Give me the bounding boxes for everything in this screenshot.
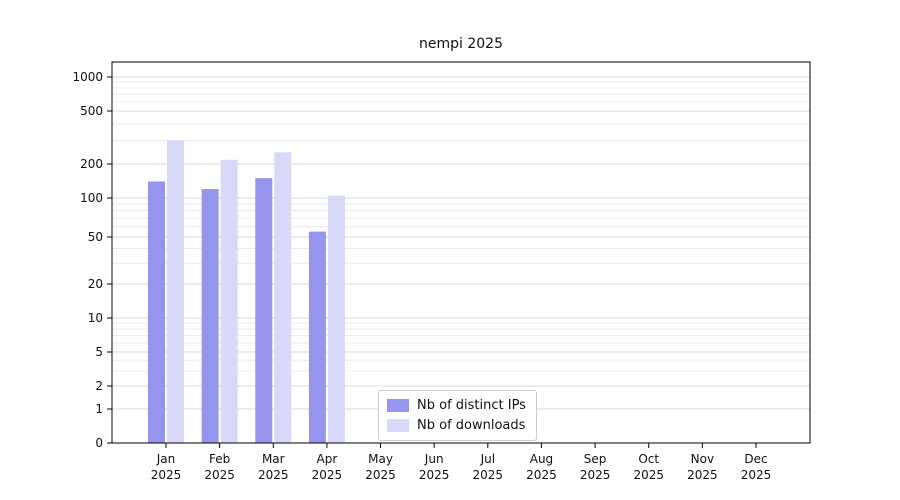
- bars: [148, 140, 345, 444]
- bar-jan-distinct-ips: [148, 181, 165, 443]
- y-tick-label: 1: [95, 402, 103, 416]
- bar-apr-distinct-ips: [308, 231, 326, 443]
- bar-apr-downloads: [327, 195, 345, 443]
- y-tick-label: 5: [95, 345, 103, 359]
- legend: Nb of distinct IPs Nb of downloads: [378, 390, 537, 441]
- x-tick-label-apr: Apr 2025: [312, 452, 343, 482]
- bar-jan-downloads: [167, 140, 184, 443]
- y-tick-label: 10: [88, 311, 103, 325]
- bar-mar-distinct-ips: [255, 178, 273, 444]
- legend-item-downloads: Nb of downloads: [387, 418, 526, 433]
- x-tick-label-feb: Feb 2025: [204, 452, 235, 482]
- y-tick-label: 50: [88, 230, 103, 244]
- x-tick-label-oct: Oct 2025: [633, 452, 664, 482]
- y-tick-label: 20: [88, 277, 103, 291]
- x-tick-label-may: May 2025: [365, 452, 396, 482]
- legend-label-downloads: Nb of downloads: [417, 418, 526, 433]
- bar-feb-downloads: [220, 159, 238, 443]
- y-tick-label: 200: [80, 157, 103, 171]
- x-tick-label-aug: Aug 2025: [526, 452, 557, 482]
- y-tick-label: 0: [95, 436, 103, 450]
- y-tick-label: 2: [95, 379, 103, 393]
- legend-swatch-distinct-ips: [387, 399, 409, 412]
- bar-mar-downloads: [274, 152, 292, 443]
- y-tick-label: 1000: [72, 70, 103, 84]
- x-tick-label-jun: Jun 2025: [419, 452, 450, 482]
- x-axis-ticks: Jan 2025 Feb 2025 Mar 2025 Apr 2025 May 2025 Jun 20…: [151, 443, 772, 482]
- x-tick-label-dec: Dec 2025: [741, 452, 772, 482]
- x-tick-label-sep: Sep 2025: [580, 452, 611, 482]
- x-tick-label-nov: Nov 2025: [687, 452, 718, 482]
- y-axis-ticks: 0 1 2 5 10 20 50 100 200 500 1000: [72, 70, 112, 450]
- bar-feb-distinct-ips: [201, 189, 219, 443]
- x-tick-label-jul: Jul 2025: [473, 452, 504, 482]
- chart-title: nempi 2025: [419, 36, 503, 52]
- legend-swatch-downloads: [387, 419, 409, 432]
- legend-item-distinct-ips: Nb of distinct IPs: [387, 398, 526, 413]
- axes-frame: [111, 61, 811, 444]
- legend-label-distinct-ips: Nb of distinct IPs: [417, 398, 526, 413]
- y-tick-label: 500: [80, 104, 103, 118]
- x-tick-label-jan: Jan 2025: [151, 452, 182, 482]
- x-tick-label-mar: Mar 2025: [258, 452, 289, 482]
- y-tick-label: 100: [80, 191, 103, 205]
